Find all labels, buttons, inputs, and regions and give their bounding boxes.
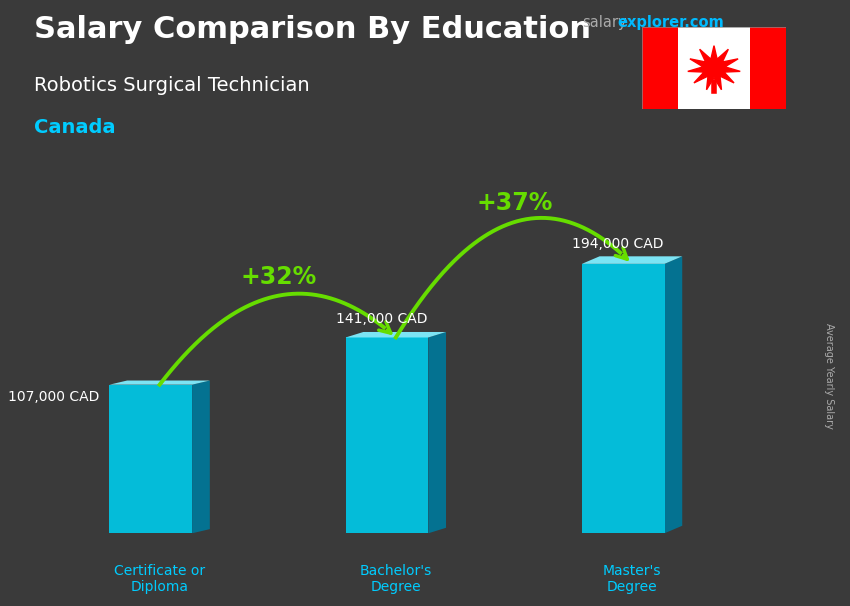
Bar <box>750 27 786 109</box>
Bar <box>346 338 428 533</box>
Text: +37%: +37% <box>476 191 552 215</box>
Text: explorer.com: explorer.com <box>617 15 724 30</box>
Text: salary: salary <box>582 15 626 30</box>
Bar <box>582 264 665 533</box>
Polygon shape <box>428 332 446 533</box>
Polygon shape <box>665 256 683 533</box>
Text: 194,000 CAD: 194,000 CAD <box>572 237 664 251</box>
Text: 141,000 CAD: 141,000 CAD <box>336 313 428 327</box>
Text: Certificate or
Diploma: Certificate or Diploma <box>114 564 205 594</box>
Text: +32%: +32% <box>241 265 316 288</box>
Polygon shape <box>688 45 740 90</box>
Polygon shape <box>110 381 210 385</box>
Bar <box>642 27 677 109</box>
Text: Bachelor's
Degree: Bachelor's Degree <box>360 564 432 594</box>
Text: 107,000 CAD: 107,000 CAD <box>8 390 99 404</box>
Polygon shape <box>346 332 446 338</box>
Text: Master's
Degree: Master's Degree <box>603 564 661 594</box>
Polygon shape <box>192 381 210 533</box>
Text: Salary Comparison By Education: Salary Comparison By Education <box>34 15 591 44</box>
Text: Canada: Canada <box>34 118 116 137</box>
Bar <box>110 385 192 533</box>
Text: Average Yearly Salary: Average Yearly Salary <box>824 323 834 428</box>
Text: Robotics Surgical Technician: Robotics Surgical Technician <box>34 76 309 95</box>
Polygon shape <box>582 256 683 264</box>
